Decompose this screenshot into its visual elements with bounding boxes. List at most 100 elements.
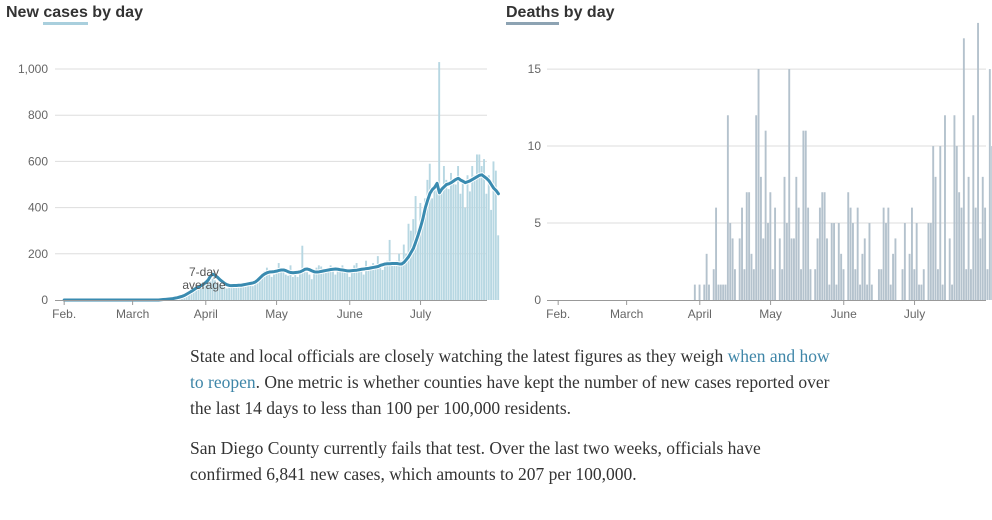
cases-bar bbox=[254, 283, 257, 300]
deaths-bar bbox=[745, 192, 748, 300]
cases-bar bbox=[209, 281, 212, 300]
deaths-bar bbox=[859, 284, 861, 300]
cases-bar bbox=[398, 253, 401, 300]
cases-bar bbox=[428, 163, 431, 300]
cases-bar bbox=[497, 235, 500, 300]
deaths-bar bbox=[693, 284, 696, 300]
cases-bar bbox=[308, 274, 311, 300]
cases-bar bbox=[282, 272, 285, 300]
reopen-link[interactable]: when and how to reopen bbox=[190, 346, 830, 392]
cases-bar bbox=[360, 269, 363, 300]
cases-bar bbox=[376, 256, 379, 300]
cases-bar bbox=[240, 286, 242, 300]
cases-bar bbox=[471, 166, 474, 300]
cases-bar bbox=[452, 179, 455, 300]
deaths-bar bbox=[913, 269, 916, 300]
cases-bar bbox=[268, 269, 271, 300]
cases-bar bbox=[487, 175, 490, 300]
deaths-bar bbox=[748, 192, 751, 300]
cases-bar bbox=[454, 184, 457, 300]
cases-bar bbox=[336, 271, 339, 300]
deaths-bar bbox=[970, 269, 972, 300]
deaths-bar bbox=[767, 223, 769, 300]
deaths-bar bbox=[759, 176, 762, 300]
cases-chart-title: New cases by day bbox=[6, 4, 143, 25]
cases-bar bbox=[202, 285, 205, 300]
cases-bar bbox=[353, 265, 356, 300]
deaths-bar bbox=[932, 146, 935, 300]
cases-bar bbox=[275, 271, 278, 300]
cases-bar bbox=[199, 286, 202, 300]
deaths-bar bbox=[743, 269, 746, 300]
deaths-bar bbox=[790, 238, 793, 300]
cases-bar bbox=[251, 286, 254, 300]
deaths-bar bbox=[734, 269, 736, 300]
deaths-bar bbox=[840, 253, 843, 300]
deaths-bar bbox=[974, 207, 977, 300]
deaths-bar bbox=[967, 176, 970, 300]
deaths-bar bbox=[705, 253, 708, 300]
cases-bar bbox=[324, 272, 327, 300]
deaths-title-suffix: by day bbox=[559, 4, 615, 21]
deaths-y-tick-label: 5 bbox=[534, 216, 541, 230]
cases-bar bbox=[473, 175, 476, 300]
cases-title-suffix: by day bbox=[87, 4, 143, 21]
deaths-bar bbox=[934, 176, 937, 300]
deaths-bar bbox=[849, 207, 852, 300]
deaths-bar bbox=[741, 207, 743, 300]
cases-bar bbox=[461, 182, 464, 300]
deaths-bar bbox=[719, 284, 722, 300]
cases-bar bbox=[419, 202, 422, 300]
deaths-bar bbox=[941, 284, 944, 300]
deaths-bar bbox=[842, 269, 845, 300]
cases-bar bbox=[466, 175, 469, 300]
deaths-y-tick-label: 0 bbox=[534, 293, 541, 307]
deaths-bar bbox=[877, 269, 880, 300]
deaths-bar bbox=[911, 207, 913, 300]
cases-x-tick-label: June bbox=[337, 307, 363, 321]
cases-bar bbox=[320, 266, 323, 300]
p1-text-a: State and local officials are closely wa… bbox=[190, 346, 728, 366]
deaths-bar bbox=[986, 269, 989, 300]
cases-plot: 0 200 400 600 800 1,000 Feb. March April May June J… bbox=[18, 62, 500, 321]
cases-bar bbox=[294, 272, 297, 300]
cases-y-tick-label: 1,000 bbox=[18, 62, 48, 76]
cases-y-tick-label: 400 bbox=[28, 201, 48, 215]
cases-bar bbox=[195, 287, 198, 300]
deaths-bar bbox=[889, 284, 892, 300]
deaths-bar bbox=[712, 269, 715, 300]
deaths-chart-title: Deaths by day bbox=[506, 4, 615, 25]
cases-bar bbox=[329, 265, 332, 300]
cases-bar bbox=[303, 269, 306, 300]
cases-bar bbox=[322, 269, 325, 300]
p1-text-b: . One metric is whether counties have ke… bbox=[190, 372, 830, 418]
deaths-bar bbox=[785, 223, 788, 300]
cases-bar bbox=[400, 260, 403, 300]
cases-bar bbox=[391, 265, 393, 300]
cases-bar bbox=[228, 286, 231, 300]
cases-bar bbox=[221, 286, 224, 300]
deaths-bar bbox=[781, 269, 784, 300]
deaths-bar bbox=[821, 192, 824, 300]
deaths-bar bbox=[960, 207, 963, 300]
article-paragraph-2: San Diego County currently fails that te… bbox=[190, 438, 761, 484]
deaths-bar bbox=[955, 146, 958, 300]
cases-bar bbox=[447, 189, 450, 300]
cases-bar bbox=[365, 260, 367, 300]
cases-bar bbox=[310, 279, 313, 300]
deaths-bar bbox=[809, 269, 812, 300]
deaths-bar bbox=[802, 130, 805, 300]
cases-bar bbox=[341, 265, 344, 300]
cases-bar bbox=[263, 271, 266, 300]
cases-bar bbox=[256, 281, 259, 300]
deaths-bar bbox=[847, 192, 850, 300]
deaths-bar bbox=[866, 284, 869, 300]
deaths-bar bbox=[951, 284, 954, 300]
deaths-x-tick-label: May bbox=[759, 307, 782, 321]
deaths-x-tick-label: March bbox=[610, 307, 643, 321]
cases-bar bbox=[386, 260, 389, 300]
deaths-bar bbox=[795, 176, 798, 300]
cases-bar bbox=[412, 219, 415, 300]
cases-bar bbox=[417, 230, 419, 300]
deaths-bar bbox=[852, 223, 854, 300]
